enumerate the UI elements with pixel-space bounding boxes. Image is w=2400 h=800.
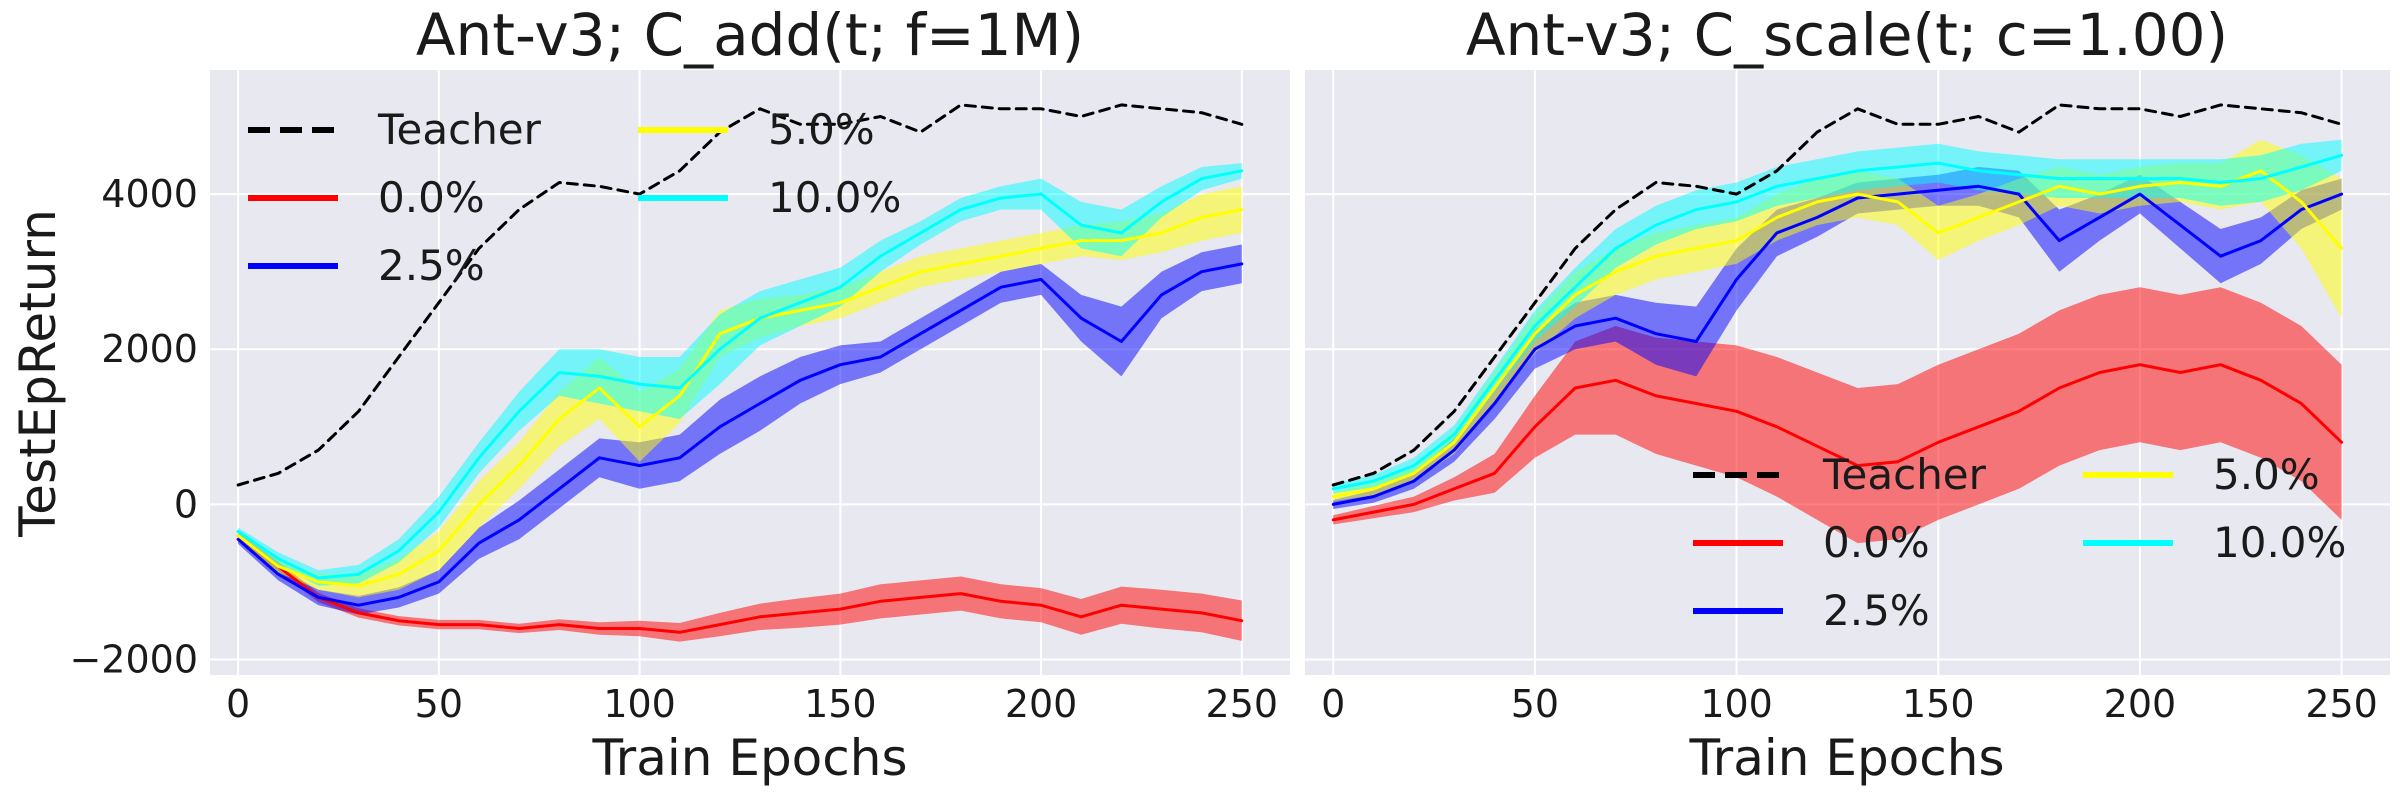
chart-title-left: Ant-v3; C_add(t; f=1M): [416, 1, 1084, 69]
x-tick-label: 150: [1902, 682, 1975, 726]
y-tick-label: 2000: [101, 327, 198, 371]
y-tick-label: 4000: [101, 172, 198, 216]
x-tick-label: 200: [2104, 682, 2177, 726]
lines-right: [1331, 103, 2344, 522]
series-line-0-0pct: [236, 533, 1244, 634]
legend-label: 2.5%: [1823, 586, 1930, 635]
y-tick-label: 0: [174, 482, 198, 526]
series-line-5-0pct: [1331, 169, 2344, 499]
series-line-Teacher: [1331, 103, 2344, 487]
panel-right: Ant-v3; C_scale(t; c=1.00) Train Epochs …: [1305, 1, 2390, 787]
legend-label: 2.5%: [378, 241, 485, 290]
legend-label: Teacher: [377, 105, 542, 154]
band-0-0pct: [1333, 287, 2342, 544]
legend-label: Teacher: [1822, 450, 1987, 499]
ticks-right: 0 50 100 150 200 250: [1321, 682, 2378, 726]
series-line-5-0pct: [236, 208, 1244, 588]
legend-label: 5.0%: [768, 105, 875, 154]
y-axis-label-left: TestEpReturn: [9, 209, 67, 538]
band-10-0pct: [238, 163, 1242, 586]
series-line-10-0pct: [1331, 153, 2344, 491]
series-line-2-5pct: [236, 262, 1244, 607]
legend-label: 10.0%: [768, 173, 901, 222]
y-tick-label: −2000: [69, 637, 198, 681]
x-tick-label: 250: [1206, 682, 1279, 726]
x-tick-label: 0: [226, 682, 250, 726]
x-tick-label: 200: [1005, 682, 1078, 726]
band-0-0pct: [238, 530, 1242, 642]
band-2-5pct: [238, 244, 1242, 615]
x-axis-label-right: Train Epochs: [1688, 729, 2004, 787]
x-tick-label: 0: [1321, 682, 1345, 726]
x-tick-label: 150: [804, 682, 877, 726]
legend-label: 0.0%: [1823, 518, 1930, 567]
series-line-Teacher: [236, 103, 1244, 487]
panel-left: Ant-v3; C_add(t; f=1M) Train Epochs Test…: [9, 1, 1290, 787]
x-tick-label: 100: [603, 682, 676, 726]
chart-title-right: Ant-v3; C_scale(t; c=1.00): [1466, 1, 2228, 69]
x-tick-label: 50: [415, 682, 463, 726]
legend-label: 10.0%: [2213, 518, 2346, 567]
series-line-2-5pct: [1331, 184, 2344, 506]
x-tick-label: 250: [2305, 682, 2378, 726]
legend-label: 5.0%: [2213, 450, 2320, 499]
x-axis-label-left: Train Epochs: [591, 729, 907, 787]
legend-label: 0.0%: [378, 173, 485, 222]
x-tick-label: 100: [1700, 682, 1773, 726]
lines-left: [236, 103, 1244, 634]
legend-left: Teacher 0.0% 2.5% 5.0% 10.0%: [248, 105, 901, 290]
series-line-10-0pct: [236, 169, 1244, 580]
ticks-left: 0 50 100 150 200 250 −2000 0 2000 4000: [69, 172, 1278, 726]
legend-right: Teacher 0.0% 2.5% 5.0% 10.0%: [1693, 450, 2346, 635]
x-tick-label: 50: [1511, 682, 1559, 726]
series-line-0-0pct: [1331, 363, 2344, 522]
